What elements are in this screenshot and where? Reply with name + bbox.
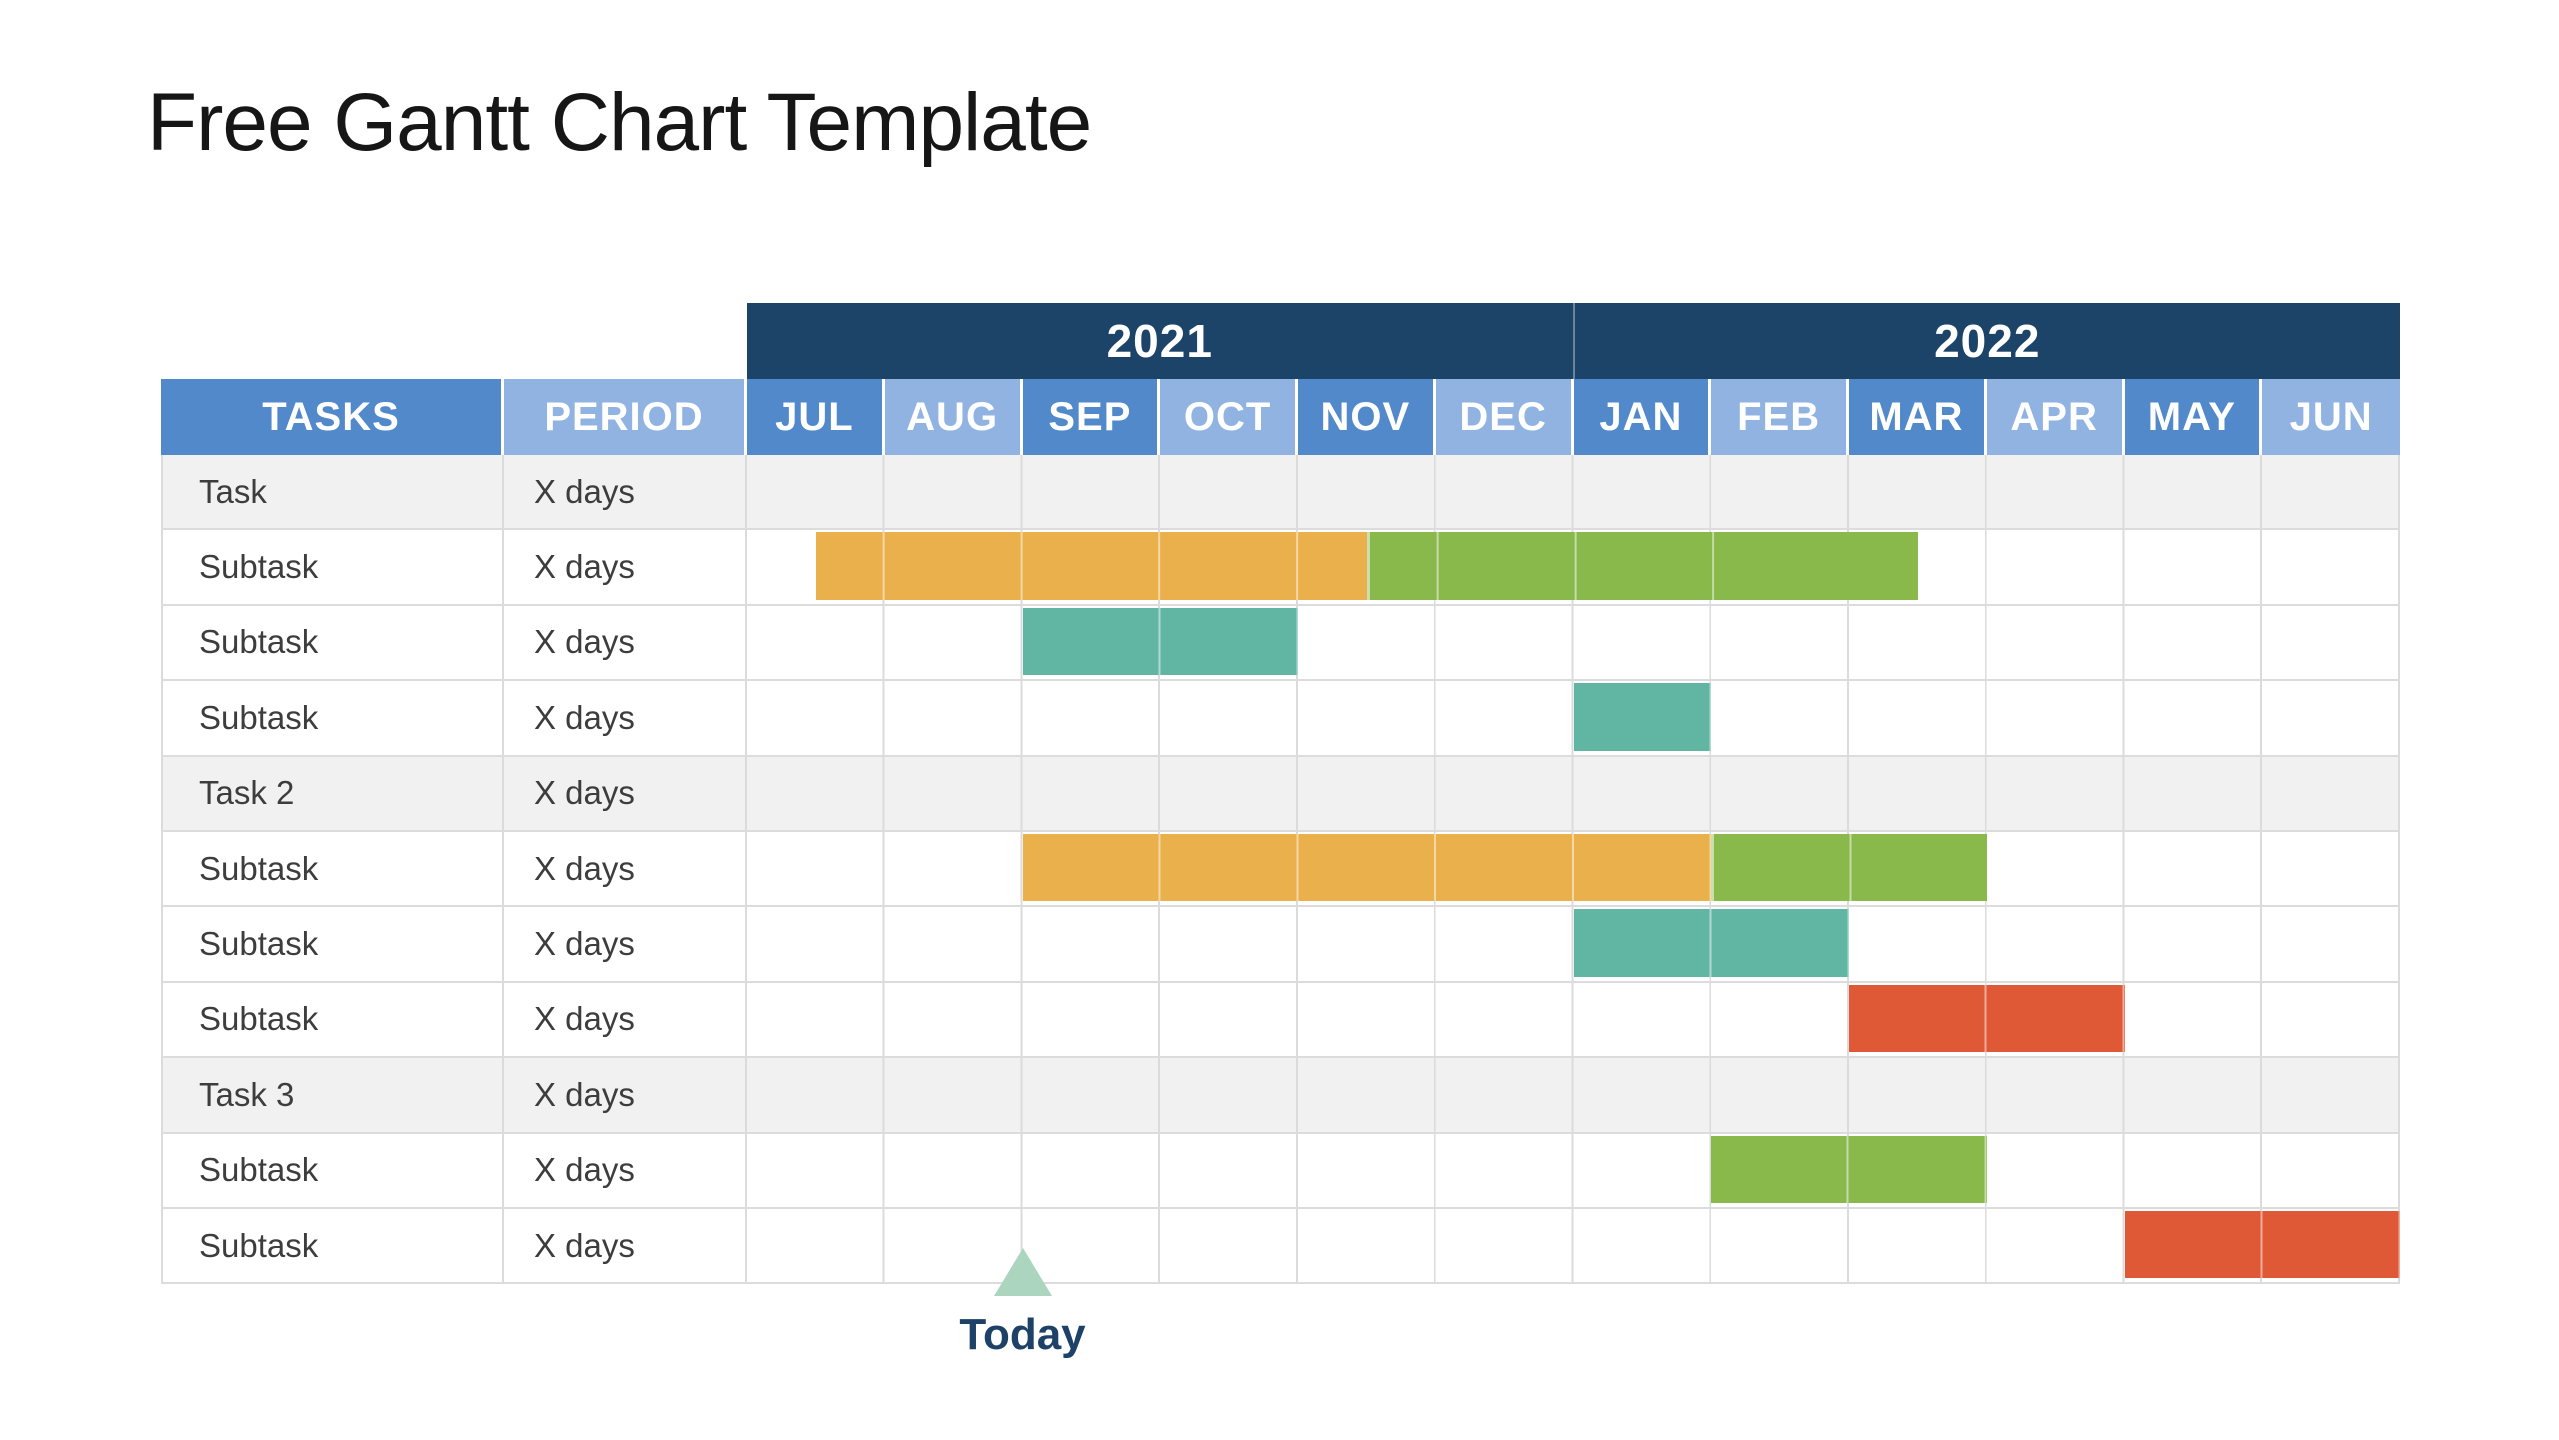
month-header-cell: MAR xyxy=(1849,379,1987,455)
task-name-cell: Subtask xyxy=(161,907,504,981)
gantt-bar-teal xyxy=(1022,607,1298,676)
today-marker-icon xyxy=(993,1248,1052,1296)
task-name-cell: Subtask xyxy=(161,605,504,680)
task-name-cell: Subtask xyxy=(161,1133,504,1207)
period-cell: X days xyxy=(504,1208,747,1283)
month-header-cell: SEP xyxy=(1022,379,1161,455)
period-cell: X days xyxy=(504,982,747,1057)
period-cell: X days xyxy=(504,681,747,755)
column-header-row: TASKS PERIOD JUL AUG SEP OCT NOV DEC JAN FEB MAR… xyxy=(161,379,2400,455)
month-header-cell: APR xyxy=(1986,379,2125,455)
period-cell: X days xyxy=(504,530,747,604)
task-name-cell: Subtask xyxy=(161,982,504,1057)
month-header-cell: OCT xyxy=(1160,379,1298,455)
month-header-cell: NOV xyxy=(1298,379,1436,455)
timeline-cell xyxy=(747,681,2400,755)
today-label: Today xyxy=(959,1310,1086,1359)
gantt-bar-green xyxy=(1366,532,1918,600)
timeline-cell xyxy=(747,756,2400,830)
task-name-cell: Task 3 xyxy=(161,1058,504,1132)
gantt-bar-teal xyxy=(1573,683,1712,751)
tasks-column-header: TASKS xyxy=(161,379,504,455)
task-name-cell: Task 2 xyxy=(161,756,504,830)
timeline-cell xyxy=(747,1058,2400,1132)
task-name-cell: Task xyxy=(161,455,504,529)
timeline-cell xyxy=(747,605,2400,680)
period-cell: X days xyxy=(504,605,747,680)
year-header-cell: 2022 xyxy=(1572,303,2400,379)
subtask-row: Subtask X days xyxy=(161,907,2400,983)
gantt-bar-orange xyxy=(815,532,1367,600)
gantt-bar-teal xyxy=(1573,909,1849,977)
timeline-cell xyxy=(747,455,2400,529)
timeline-cell xyxy=(747,982,2400,1057)
period-cell: X days xyxy=(504,907,747,981)
gantt-bar-green xyxy=(1711,833,1987,902)
timeline-cell xyxy=(747,907,2400,981)
period-cell: X days xyxy=(504,455,747,529)
subtask-row: Subtask X days xyxy=(161,1133,2400,1209)
period-cell: X days xyxy=(504,756,747,830)
page-title: Free Gantt Chart Template xyxy=(147,77,1092,168)
gantt-body: Task X days Subtask X days Subtask X days Subt… xyxy=(161,455,2400,1285)
task-name-cell: Subtask xyxy=(161,530,504,604)
month-header-cell: AUG xyxy=(884,379,1023,455)
subtask-row: Subtask X days xyxy=(161,982,2400,1059)
gantt-bar-red xyxy=(1849,984,2125,1053)
gantt-bar-red xyxy=(2124,1210,2400,1279)
month-header-cell: FEB xyxy=(1711,379,1849,455)
month-header-cell: JUL xyxy=(747,379,885,455)
task-name-cell: Subtask xyxy=(161,831,504,906)
subtask-row: Subtask X days xyxy=(161,605,2400,682)
month-header-cell: JUN xyxy=(2262,379,2400,455)
timeline-cell xyxy=(747,831,2400,906)
task-name-cell: Subtask xyxy=(161,1208,504,1283)
year-header-row: 2021 2022 xyxy=(747,303,2400,379)
gantt-bar-green xyxy=(1711,1135,1987,1203)
subtask-row: Subtask X days xyxy=(161,831,2400,908)
subtask-row: Subtask X days xyxy=(161,681,2400,757)
month-header-cell: MAY xyxy=(2124,379,2263,455)
timeline-cell xyxy=(747,530,2400,604)
task-row: Task X days xyxy=(161,455,2400,531)
subtask-row: Subtask X days xyxy=(161,1208,2400,1285)
period-cell: X days xyxy=(504,831,747,906)
subtask-row: Subtask X days xyxy=(161,530,2400,606)
month-header-cell: JAN xyxy=(1573,379,1712,455)
gantt-bar-orange xyxy=(1022,833,1712,902)
period-cell: X days xyxy=(504,1133,747,1207)
year-header-cell: 2021 xyxy=(747,303,1573,379)
period-cell: X days xyxy=(504,1058,747,1132)
task-name-cell: Subtask xyxy=(161,681,504,755)
timeline-cell xyxy=(747,1133,2400,1207)
period-column-header: PERIOD xyxy=(504,379,747,455)
month-header-cell: DEC xyxy=(1435,379,1574,455)
